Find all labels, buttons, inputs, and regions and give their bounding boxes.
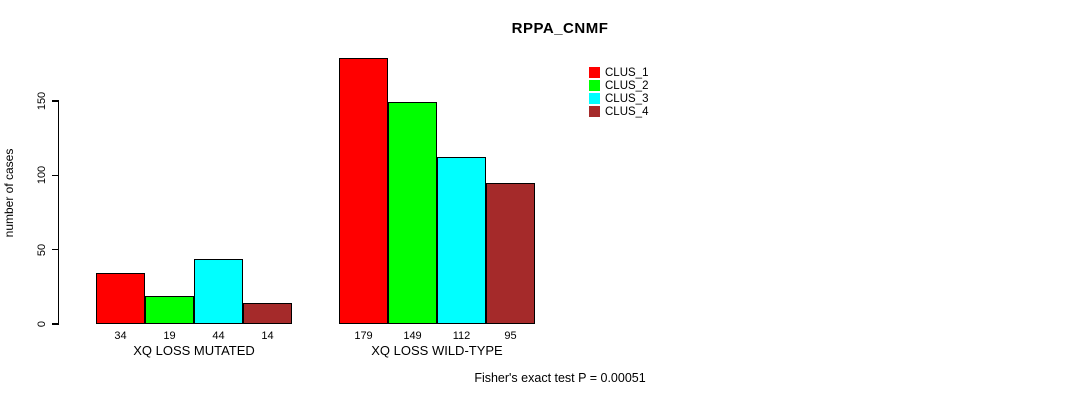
y-axis-tick-label: 100: [36, 166, 48, 185]
bar-clus_1-mutated: [96, 273, 145, 324]
y-axis-tick-label: 0: [36, 320, 48, 328]
legend-row: CLUS_3: [589, 92, 648, 105]
y-axis-tick-label: 150: [36, 91, 48, 111]
bar-value-label: 112: [452, 330, 471, 342]
legend-swatch-clus_3: [589, 93, 600, 104]
bar-clus_2-wild-type: [388, 102, 437, 324]
legend-row: CLUS_1: [589, 66, 648, 79]
legend-row: CLUS_2: [589, 79, 648, 92]
legend-row: CLUS_4: [589, 105, 648, 118]
legend-label: CLUS_2: [605, 79, 649, 92]
chart-title: RPPA_CNMF: [511, 20, 609, 37]
legend-label: CLUS_4: [605, 105, 649, 118]
bar-clus_3-mutated: [194, 258, 243, 324]
bar-value-label: 14: [261, 330, 274, 342]
bar-clus_2-mutated: [145, 295, 194, 324]
y-axis-line: [57, 100, 60, 324]
bar-value-label: 149: [403, 330, 422, 342]
y-axis-tick: [51, 174, 59, 177]
y-axis-tick: [51, 248, 59, 251]
bar-clus_4-mutated: [243, 303, 292, 324]
category-label-mutated: XQ LOSS MUTATED: [133, 343, 255, 358]
legend-swatch-clus_2: [589, 80, 600, 91]
y-axis-tick: [51, 323, 59, 325]
y-axis-tick-label: 50: [36, 243, 48, 256]
bar-value-label: 179: [354, 330, 373, 342]
bar-clus_3-wild-type: [437, 157, 486, 324]
bar-clus_1-wild-type: [339, 57, 388, 324]
legend-swatch-clus_4: [589, 106, 600, 117]
bar-clus_4-wild-type: [486, 182, 535, 324]
bar-value-label: 95: [504, 330, 517, 342]
legend-swatch-clus_1: [589, 67, 600, 78]
legend-label: CLUS_3: [605, 92, 649, 105]
y-axis-label: number of cases: [2, 148, 16, 238]
bar-value-label: 34: [114, 330, 127, 342]
category-label-wild-type: XQ LOSS WILD-TYPE: [371, 343, 503, 358]
fisher-test-annotation: Fisher's exact test P = 0.00051: [474, 371, 646, 385]
bar-value-label: 19: [163, 330, 176, 342]
legend: CLUS_1 CLUS_2 CLUS_3 CLUS_4: [589, 66, 648, 118]
bar-value-label: 44: [212, 330, 225, 342]
legend-label: CLUS_1: [605, 66, 649, 79]
y-axis-tick: [51, 100, 59, 102]
